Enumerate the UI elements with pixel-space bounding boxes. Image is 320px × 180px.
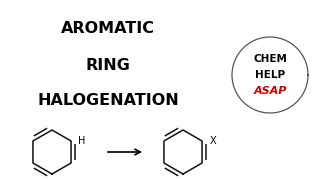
Text: HELP: HELP bbox=[255, 70, 285, 80]
Text: ASAP: ASAP bbox=[253, 86, 287, 96]
Text: RING: RING bbox=[85, 57, 131, 73]
Text: H: H bbox=[78, 136, 86, 146]
Text: AROMATIC: AROMATIC bbox=[61, 21, 155, 35]
Text: X: X bbox=[210, 136, 216, 146]
Text: HALOGENATION: HALOGENATION bbox=[37, 93, 179, 107]
Text: CHEM: CHEM bbox=[253, 54, 287, 64]
